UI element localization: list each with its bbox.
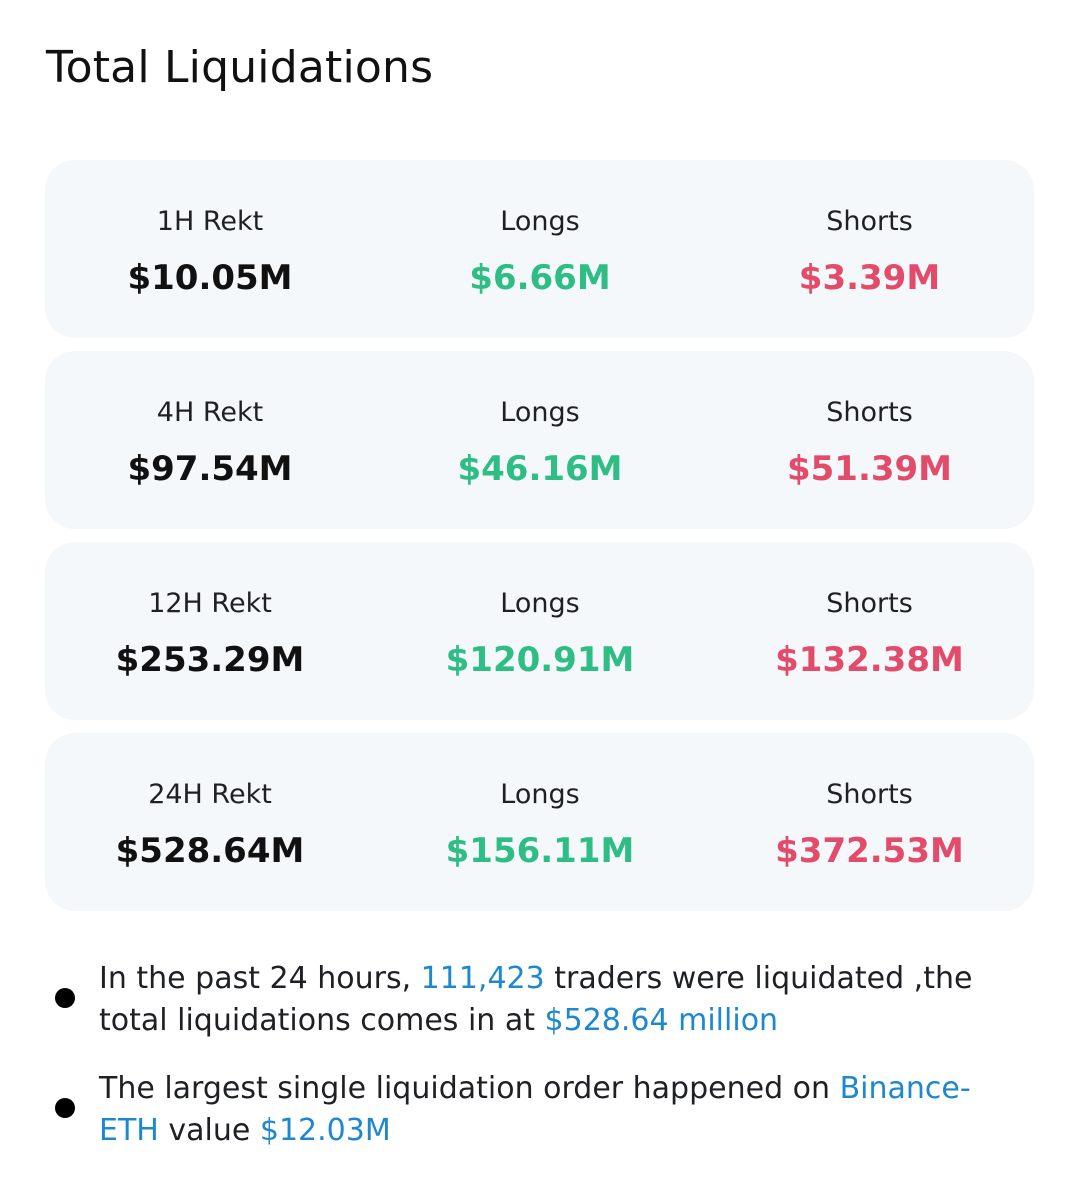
liquidation-card-1h: 1H Rekt $10.05M Longs $6.66M Shorts $3.3…	[45, 160, 1034, 338]
total-cell: 1H Rekt $10.05M	[45, 160, 375, 338]
period-label: 4H Rekt	[156, 397, 264, 428]
total-value: $253.29M	[115, 640, 305, 680]
exchange-pair: Binance-ETH	[99, 1071, 971, 1148]
longs-label: Longs	[500, 588, 580, 619]
longs-value: $46.16M	[457, 449, 623, 489]
longs-cell: Longs $156.11M	[375, 733, 705, 911]
shorts-cell: Shorts $51.39M	[705, 351, 1034, 529]
note-traders-liquidated: In the past 24 hours, 111,423 traders we…	[55, 958, 1015, 1042]
longs-value: $120.91M	[445, 640, 635, 680]
page-title: Total Liquidations	[46, 42, 434, 93]
total-cell: 24H Rekt $528.64M	[45, 733, 375, 911]
liquidation-cards: 1H Rekt $10.05M Longs $6.66M Shorts $3.3…	[45, 160, 1034, 924]
note-text: value	[158, 1113, 260, 1148]
longs-cell: Longs $6.66M	[375, 160, 705, 338]
summary-notes: In the past 24 hours, 111,423 traders we…	[55, 958, 1015, 1178]
longs-label: Longs	[500, 779, 580, 810]
note-text: In the past 24 hours,	[99, 961, 421, 996]
bullet-icon	[55, 1098, 75, 1118]
note-largest-order: The largest single liquidation order hap…	[55, 1068, 1015, 1152]
longs-label: Longs	[500, 206, 580, 237]
total-cell: 12H Rekt $253.29M	[45, 542, 375, 720]
shorts-label: Shorts	[826, 779, 913, 810]
period-label: 24H Rekt	[148, 779, 272, 810]
period-label: 1H Rekt	[156, 206, 264, 237]
total-value: $97.54M	[127, 449, 293, 489]
shorts-value: $372.53M	[775, 831, 964, 871]
longs-cell: Longs $120.91M	[375, 542, 705, 720]
longs-cell: Longs $46.16M	[375, 351, 705, 529]
shorts-value: $132.38M	[775, 640, 964, 680]
liquidation-card-24h: 24H Rekt $528.64M Longs $156.11M Shorts …	[45, 733, 1034, 911]
shorts-value: $51.39M	[786, 449, 953, 489]
longs-value: $156.11M	[445, 831, 635, 871]
traders-count: 111,423	[420, 961, 545, 996]
largest-order-amount: $12.03M	[259, 1113, 391, 1148]
note-text: traders were liquidated ,the total liqui…	[99, 961, 973, 1038]
longs-value: $6.66M	[469, 258, 611, 298]
shorts-label: Shorts	[826, 588, 913, 619]
shorts-value: $3.39M	[798, 258, 941, 298]
shorts-cell: Shorts $3.39M	[705, 160, 1034, 338]
longs-label: Longs	[500, 397, 580, 428]
liquidation-card-4h: 4H Rekt $97.54M Longs $46.16M Shorts $51…	[45, 351, 1034, 529]
liquidation-card-12h: 12H Rekt $253.29M Longs $120.91M Shorts …	[45, 542, 1034, 720]
total-value: $10.05M	[127, 258, 293, 298]
shorts-cell: Shorts $132.38M	[705, 542, 1034, 720]
shorts-label: Shorts	[826, 206, 913, 237]
total-value: $528.64M	[115, 831, 305, 871]
total-liquidation-amount: $528.64 million	[544, 1003, 779, 1038]
note-text: The largest single liquidation order hap…	[99, 1071, 840, 1106]
total-cell: 4H Rekt $97.54M	[45, 351, 375, 529]
shorts-label: Shorts	[826, 397, 913, 428]
period-label: 12H Rekt	[148, 588, 272, 619]
bullet-icon	[55, 988, 75, 1008]
shorts-cell: Shorts $372.53M	[705, 733, 1034, 911]
